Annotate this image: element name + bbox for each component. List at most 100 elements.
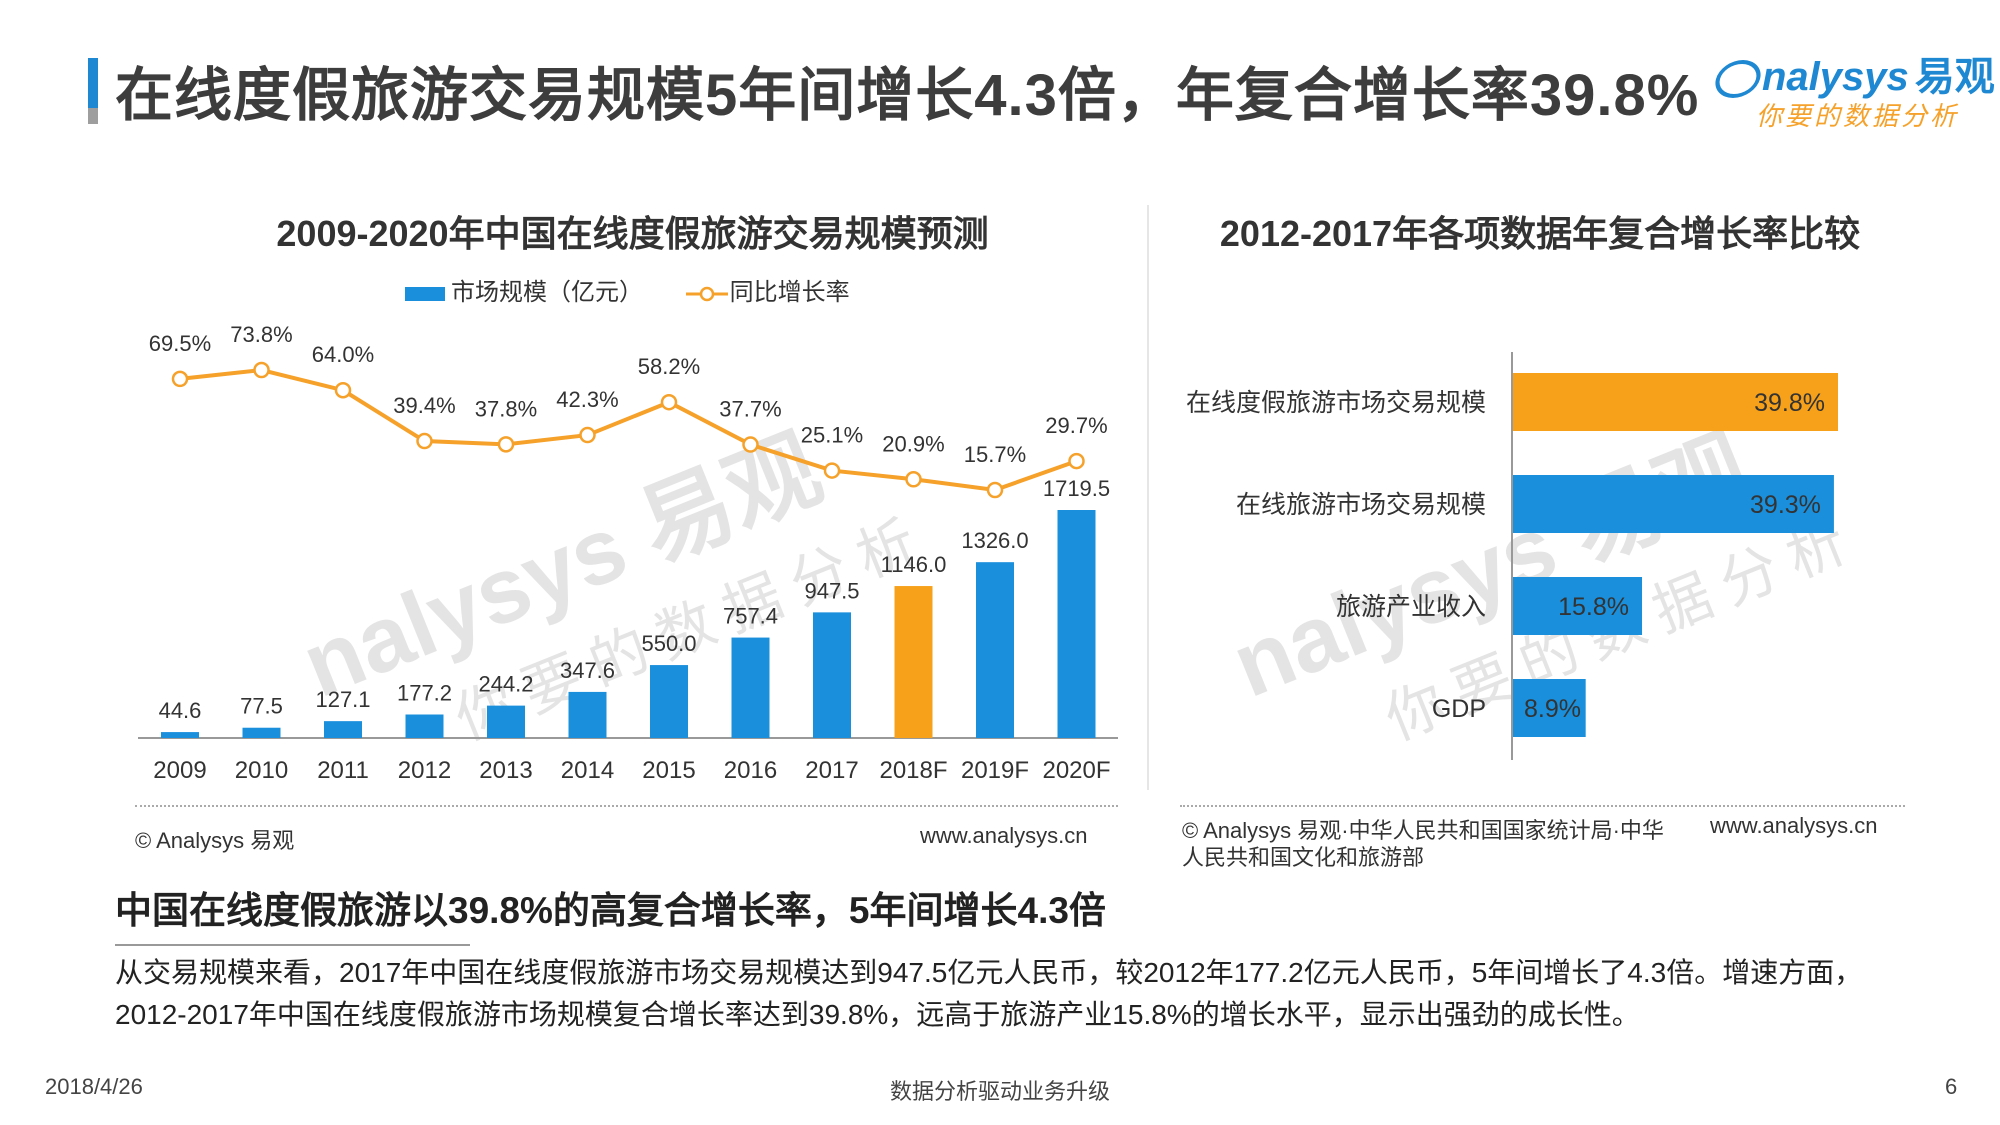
x-tick-label: 2013 — [479, 757, 532, 784]
legend-item-line: 同比增长率 — [684, 272, 850, 307]
left-source-url: www.analysys.cn — [920, 823, 1088, 848]
growth-rate-point — [823, 462, 841, 479]
title-accent-bar-gray — [88, 108, 98, 124]
left-source-copyright: © Analysys 易观 — [135, 828, 295, 853]
left-source-divider — [135, 805, 1118, 807]
right-chart: 在线度假旅游市场交易规模 39.8% 在线旅游市场交易规模 39.3% 旅游产业收入 15… — [1186, 352, 1838, 760]
growth-rate-point — [986, 481, 1004, 499]
hbar-2 — [1513, 577, 1643, 635]
bar-2017 — [813, 612, 851, 738]
growth-rate-label: 69.5% — [149, 331, 211, 356]
bar-2015 — [650, 665, 688, 738]
x-tick-label: 2019F — [961, 757, 1029, 784]
legend-bar-swatch — [405, 286, 445, 301]
bar-2014 — [568, 691, 607, 738]
growth-rate-point — [171, 370, 189, 388]
bar-2016 — [731, 637, 770, 738]
x-tick-label: 2010 — [235, 757, 288, 784]
analysys-logo: nalysys 易观 你要的数据分析 — [1710, 44, 1995, 134]
growth-rate-label: 42.3% — [556, 387, 618, 412]
bar-2019F — [976, 562, 1014, 738]
right-chart-title: 2012-2017年各项数据年复合增长率比较 — [1219, 213, 1861, 254]
legend-bar-label: 市场规模（亿元） — [451, 279, 643, 306]
x-tick-label: 2020F — [1042, 757, 1110, 784]
bar-value-label: 44.6 — [159, 698, 202, 723]
summary-body: 从交易规模来看，2017年中国在线度假旅游市场交易规模达到947.5亿元人民币，… — [115, 957, 1863, 1030]
logo-a-swirl-icon — [1710, 60, 1766, 99]
x-tick-label: 2009 — [153, 757, 206, 784]
category-label: 在线度假旅游市场交易规模 — [1186, 389, 1486, 417]
hbar-1 — [1513, 475, 1834, 533]
bar-value-label: 177.2 — [397, 681, 452, 706]
bar-value-label: 127.1 — [315, 687, 370, 712]
footer-date: 2018/4/26 — [45, 1074, 143, 1099]
growth-rate-label: 58.2% — [638, 354, 700, 379]
bar-2012 — [405, 714, 444, 738]
growth-rate-label: 15.7% — [964, 442, 1026, 467]
summary-heading: 中国在线度假旅游以39.8%的高复合增长率，5年间增长4.3倍 — [115, 890, 1106, 931]
right-source-url: www.analysys.cn — [1710, 813, 1878, 838]
bar-2009 — [161, 732, 199, 738]
x-tick-label: 2017 — [805, 757, 858, 784]
legend-line-label: 同比增长率 — [729, 279, 850, 306]
bar-value-label: 244.2 — [478, 672, 533, 697]
left-chart: 44.6 2009 77.5 2010 127.1 2011 177.2 2012 244.2 2… — [138, 322, 1118, 784]
growth-rate-label: 25.1% — [801, 423, 863, 448]
x-tick-label: 2018F — [879, 757, 947, 784]
legend-line-swatch — [685, 286, 728, 301]
bar-value-label: 1719.5 — [1043, 476, 1110, 501]
hbar-0 — [1513, 373, 1838, 431]
growth-rate-point — [579, 426, 596, 444]
bar-value-label: 77.5 — [240, 694, 283, 719]
growth-rate-label: 39.4% — [393, 393, 455, 418]
x-tick-label: 2016 — [724, 757, 777, 784]
growth-rate-point — [905, 471, 922, 488]
growth-rate-label: 20.9% — [882, 431, 944, 456]
bar-value-label: 1326.0 — [961, 528, 1028, 553]
growth-rate-label: 29.7% — [1045, 413, 1107, 438]
x-tick-label: 2011 — [317, 757, 369, 784]
hbar-value-label: 39.8% — [1754, 389, 1825, 417]
logo-cn: 易观 — [1914, 55, 1995, 99]
category-label: 旅游产业收入 — [1336, 593, 1486, 621]
bar-2010 — [242, 727, 281, 738]
left-chart-legend: 市场规模（亿元） 同比增长率 — [405, 272, 884, 308]
footer-center: 数据分析驱动业务升级 — [890, 1079, 1111, 1104]
bar-2018F — [894, 586, 933, 738]
growth-rate-point — [742, 436, 759, 453]
bar-value-label: 347.6 — [560, 658, 615, 683]
growth-rate-label: 73.8% — [230, 322, 292, 347]
logo-text: nalysys — [1762, 55, 1909, 99]
growth-rate-line — [179, 367, 1078, 493]
hbar-value-label: 8.9% — [1524, 695, 1581, 723]
growth-rate-point — [334, 381, 352, 399]
bar-value-label: 947.5 — [804, 578, 859, 603]
x-tick-label: 2014 — [561, 757, 614, 784]
growth-rate-point — [253, 361, 270, 379]
legend-item-bar: 市场规模（亿元） — [405, 272, 643, 307]
right-source-text-line1: © Analysys 易观·中华人民共和国国家统计局·中华 — [1182, 818, 1664, 843]
growth-rate-label: 37.7% — [719, 397, 781, 422]
right-source-text-line2: 人民共和国文化和旅游部 — [1182, 845, 1425, 870]
hbar-3 — [1513, 679, 1586, 737]
bar-value-label: 550.0 — [641, 631, 696, 656]
chart-divider — [1147, 205, 1149, 790]
growth-rate-label: 64.0% — [312, 342, 374, 367]
category-label: GDP — [1432, 695, 1486, 723]
growth-rate-point — [497, 436, 515, 453]
growth-rate-point — [1068, 452, 1085, 470]
category-label: 在线旅游市场交易规模 — [1236, 491, 1486, 519]
bar-value-label: 1146.0 — [881, 552, 947, 577]
bar-2020F — [1057, 510, 1096, 738]
title-accent-bar — [88, 58, 98, 124]
hbar-value-label: 39.3% — [1750, 491, 1821, 519]
growth-rate-label: 37.8% — [475, 396, 537, 421]
page-title: 在线度假旅游交易规模5年间增长4.3倍，年复合增长率39.8% — [115, 63, 1700, 128]
right-source-divider — [1180, 805, 1905, 807]
hbar-value-label: 15.8% — [1558, 593, 1629, 621]
x-tick-label: 2012 — [398, 757, 451, 784]
x-tick-label: 2015 — [642, 757, 695, 784]
growth-rate-point — [660, 393, 678, 411]
footer-page-number: 6 — [1945, 1074, 1958, 1099]
bar-2011 — [324, 721, 362, 738]
